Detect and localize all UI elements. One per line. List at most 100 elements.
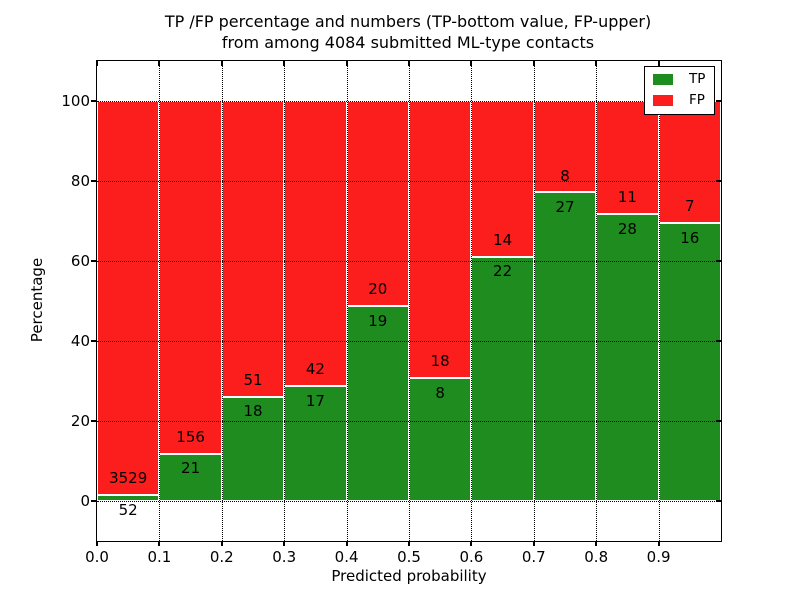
fp-bar-segment xyxy=(658,101,721,223)
tp-count-label: 18 xyxy=(243,402,263,421)
plot-area: 3529 52 156 21 51 18 42 17 20 19 18 8 14 22 8 27 11 28 7 16… xyxy=(61,60,722,566)
y-tick-mark xyxy=(91,260,96,262)
y-tick-mark-right xyxy=(716,420,721,422)
tp-bar-segment xyxy=(409,377,472,501)
tp-count-label: 28 xyxy=(617,219,637,238)
legend: TP FP xyxy=(644,66,716,115)
x-tick-label: 0.4 xyxy=(334,548,359,566)
v-gridline xyxy=(658,61,660,541)
y-tick-mark-right xyxy=(716,260,721,262)
fp-count-label: 7 xyxy=(685,196,695,215)
legend-item-fp: FP xyxy=(653,93,705,108)
fp-count-label: 8 xyxy=(560,166,570,185)
fp-count-label: 14 xyxy=(493,230,513,249)
x-tick-mark-top xyxy=(470,61,473,66)
y-tick-mark xyxy=(91,420,96,422)
fp-count-label: 3529 xyxy=(109,469,148,488)
fp-bar-segment xyxy=(409,101,472,378)
fp-bar-segment xyxy=(284,101,347,386)
v-gridline xyxy=(533,61,535,541)
fp-count-label: 11 xyxy=(617,188,637,207)
x-tick-mark xyxy=(657,541,660,546)
x-tick-mark xyxy=(158,541,161,546)
x-tick-label: 0.5 xyxy=(397,548,421,566)
tp-legend-label: TP xyxy=(689,71,706,87)
fp-legend-label: FP xyxy=(689,92,705,108)
x-tick-mark-top xyxy=(220,61,223,66)
fp-count-label: 51 xyxy=(243,370,263,389)
v-gridline xyxy=(596,61,598,541)
tp-bar-segment xyxy=(97,495,160,501)
v-gridline xyxy=(471,61,473,541)
v-gridline xyxy=(159,61,161,541)
tp-bar-segment xyxy=(533,192,597,501)
x-tick-mark-top xyxy=(345,61,348,66)
fp-legend-swatch xyxy=(653,95,673,106)
x-tick-mark-top xyxy=(532,61,535,66)
fp-bar-segment xyxy=(596,101,659,214)
y-tick-label: 80 xyxy=(70,172,90,190)
x-tick-mark xyxy=(96,541,98,546)
y-tick-mark-right xyxy=(716,180,721,182)
tp-bar-segment xyxy=(471,256,534,501)
y-tick-label: 100 xyxy=(61,92,90,110)
x-tick-label: 0.0 xyxy=(85,548,109,566)
fp-count-label: 42 xyxy=(305,359,325,378)
x-tick-label: 0.2 xyxy=(209,548,234,566)
x-tick-label: 0.7 xyxy=(521,548,546,566)
fp-bar-segment xyxy=(97,101,160,496)
tp-count-label: 22 xyxy=(493,262,513,281)
tp-bar-segment xyxy=(658,222,721,501)
y-tick-mark xyxy=(91,100,96,102)
y-tick-mark xyxy=(91,500,96,502)
y-tick-mark xyxy=(91,180,96,182)
fp-bar-segment xyxy=(533,101,597,193)
tp-bar-segment xyxy=(159,453,222,501)
chart-title-line1: TP /FP percentage and numbers (TP-bottom… xyxy=(164,12,652,31)
tp-count-label: 16 xyxy=(680,228,700,247)
tp-bar-segment xyxy=(346,306,409,501)
v-gridline xyxy=(221,61,223,541)
fp-bar-segment xyxy=(346,101,409,307)
x-tick-label: 0.6 xyxy=(459,548,484,566)
tp-count-label: 19 xyxy=(368,311,388,330)
x-tick-label: 0.3 xyxy=(272,548,297,566)
y-tick-mark-right xyxy=(716,340,721,342)
x-tick-mark-top xyxy=(657,61,660,66)
x-tick-mark-top xyxy=(96,61,98,66)
tp-count-label: 52 xyxy=(118,500,138,519)
x-tick-label: 0.8 xyxy=(584,548,609,566)
x-tick-mark-top xyxy=(158,61,161,66)
fp-bar-segment xyxy=(159,101,222,454)
x-tick-mark xyxy=(470,541,473,546)
tp-count-label: 21 xyxy=(181,459,201,478)
x-axis-label: Predicted probability xyxy=(331,567,487,585)
fp-count-label: 156 xyxy=(176,427,205,446)
y-tick-mark-right xyxy=(716,500,721,502)
tp-count-label: 27 xyxy=(555,198,575,217)
y-axis-label: Percentage xyxy=(28,257,46,343)
y-tick-mark xyxy=(91,340,96,342)
legend-item-tp: TP xyxy=(653,72,705,87)
v-gridline xyxy=(284,61,286,541)
fp-count-label: 18 xyxy=(430,352,450,371)
y-tick-label: 40 xyxy=(70,332,90,350)
x-tick-mark-top xyxy=(283,61,286,66)
x-tick-mark xyxy=(345,541,348,546)
tp-count-label: 8 xyxy=(435,383,445,402)
x-tick-mark xyxy=(532,541,535,546)
tp-count-label: 17 xyxy=(305,391,325,410)
x-tick-label: 0.9 xyxy=(646,548,671,566)
x-tick-label: 0.1 xyxy=(147,548,172,566)
v-gridline xyxy=(346,61,348,541)
y-tick-label: 60 xyxy=(70,252,90,270)
x-tick-mark-top xyxy=(595,61,598,66)
x-tick-mark xyxy=(283,541,286,546)
x-tick-mark-top xyxy=(408,61,410,66)
x-tick-mark xyxy=(595,541,598,546)
tp-legend-swatch xyxy=(653,74,673,85)
y-tick-mark-right xyxy=(716,100,721,102)
fp-bar-segment xyxy=(221,101,285,397)
tp-bar-segment xyxy=(596,213,659,501)
